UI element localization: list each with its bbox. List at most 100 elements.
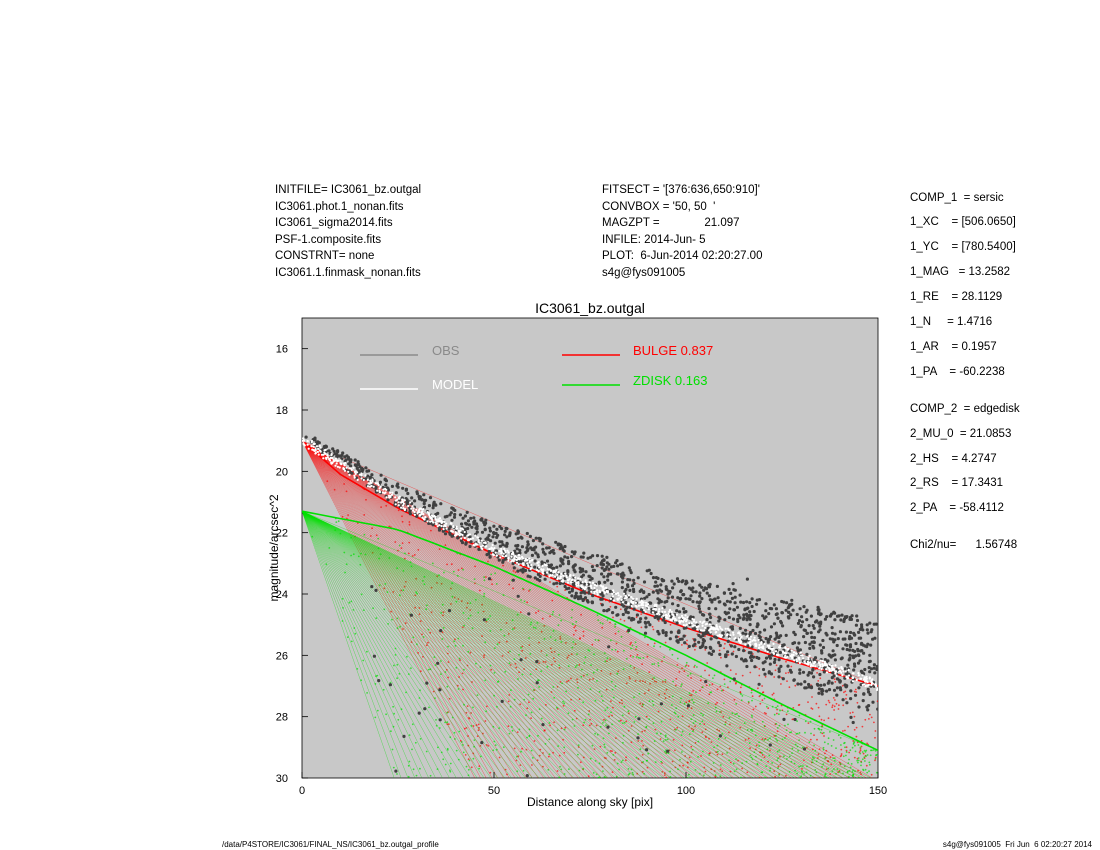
obs-point <box>620 586 624 590</box>
obs-point <box>740 657 744 661</box>
obs-point <box>718 616 722 621</box>
model-point <box>738 640 741 643</box>
obs-point <box>825 615 829 619</box>
model-point <box>322 457 325 460</box>
zdisk-point <box>605 724 607 727</box>
obs-point <box>607 608 611 612</box>
zdisk-point <box>740 776 742 778</box>
zdisk-point <box>598 762 601 765</box>
zdisk-point <box>510 689 512 692</box>
zdisk-point <box>602 770 604 772</box>
obs-point <box>410 496 414 500</box>
zdisk-point <box>721 733 724 735</box>
bulge-point <box>625 682 628 685</box>
bulge-point <box>467 758 470 761</box>
model-point <box>422 513 425 516</box>
bulge-point <box>807 701 809 703</box>
bulge-point <box>519 703 522 706</box>
model-point <box>589 584 593 588</box>
model-point <box>728 637 731 640</box>
obs-point <box>859 649 863 653</box>
zdisk-point <box>741 695 744 697</box>
zdisk-point <box>400 708 403 711</box>
zdisk-point <box>763 697 766 700</box>
zdisk-point <box>695 691 697 694</box>
obs-point <box>526 542 530 546</box>
obs-point <box>628 605 632 609</box>
model-point <box>701 622 704 625</box>
bulge-point <box>699 679 702 682</box>
model-point <box>667 612 670 616</box>
model-point <box>809 661 812 664</box>
obs-point <box>721 631 725 635</box>
bulge-point <box>647 689 650 692</box>
bulge-point <box>535 611 537 614</box>
bulge-point <box>785 713 788 716</box>
model-point <box>458 532 461 535</box>
obs-point <box>856 661 861 665</box>
fit-parameter-line: 1_PA = -60.2238 <box>910 366 1005 378</box>
bulge-point <box>524 657 527 659</box>
zdisk-point <box>311 535 314 538</box>
zdisk-point <box>606 706 609 709</box>
bulge-point <box>549 581 551 583</box>
zdisk-point <box>838 770 841 773</box>
zdisk-point <box>537 734 539 737</box>
bulge-point <box>767 760 769 763</box>
bulge-point <box>461 672 464 675</box>
model-point <box>716 627 719 630</box>
zdisk-point <box>671 695 674 698</box>
bulge-point <box>718 649 721 652</box>
obs-point <box>853 693 858 697</box>
model-point <box>808 654 811 658</box>
zdisk-point <box>651 700 654 703</box>
zdisk-point <box>518 728 521 731</box>
obs-point <box>563 584 567 589</box>
bulge-point <box>758 668 761 670</box>
model-point <box>504 549 507 552</box>
model-point <box>495 554 498 557</box>
obs-point <box>558 564 563 568</box>
zdisk-point <box>434 697 436 699</box>
zdisk-point <box>562 700 564 703</box>
obs-point <box>776 616 780 620</box>
zdisk-point <box>798 765 800 768</box>
obs-point <box>733 595 737 599</box>
model-point <box>838 670 841 673</box>
obs-point <box>383 477 387 481</box>
zdisk-point <box>596 614 599 617</box>
obs-point <box>803 680 807 684</box>
obs-point <box>591 594 595 598</box>
zdisk-point <box>848 775 850 778</box>
obs-point <box>733 601 737 605</box>
obs-point <box>573 596 577 600</box>
zdisk-point <box>561 682 563 685</box>
zdisk-point <box>422 636 425 638</box>
zdisk-point <box>733 770 736 773</box>
bulge-point <box>859 749 862 752</box>
obs-point <box>749 630 753 635</box>
bulge-point <box>692 690 695 692</box>
zdisk-profile-line <box>302 511 429 778</box>
model-point <box>543 563 546 566</box>
obs-point <box>501 559 505 563</box>
bulge-point <box>777 765 780 768</box>
bulge-point <box>694 648 696 651</box>
obs-point <box>849 697 853 701</box>
bulge-point <box>469 651 472 654</box>
obs-point <box>638 620 642 624</box>
obs-point <box>725 664 729 668</box>
zdisk-point <box>653 645 655 648</box>
model-point <box>419 513 422 516</box>
zdisk-point <box>775 738 777 740</box>
model-point <box>343 467 346 471</box>
zdisk-point <box>341 620 344 622</box>
model-point <box>588 581 592 584</box>
zdisk-point <box>614 623 617 626</box>
model-point <box>310 441 313 444</box>
model-point <box>440 524 443 528</box>
bulge-point <box>544 729 546 731</box>
obs-point <box>694 590 698 594</box>
bulge-profile-line <box>302 440 873 778</box>
model-point <box>833 668 836 671</box>
